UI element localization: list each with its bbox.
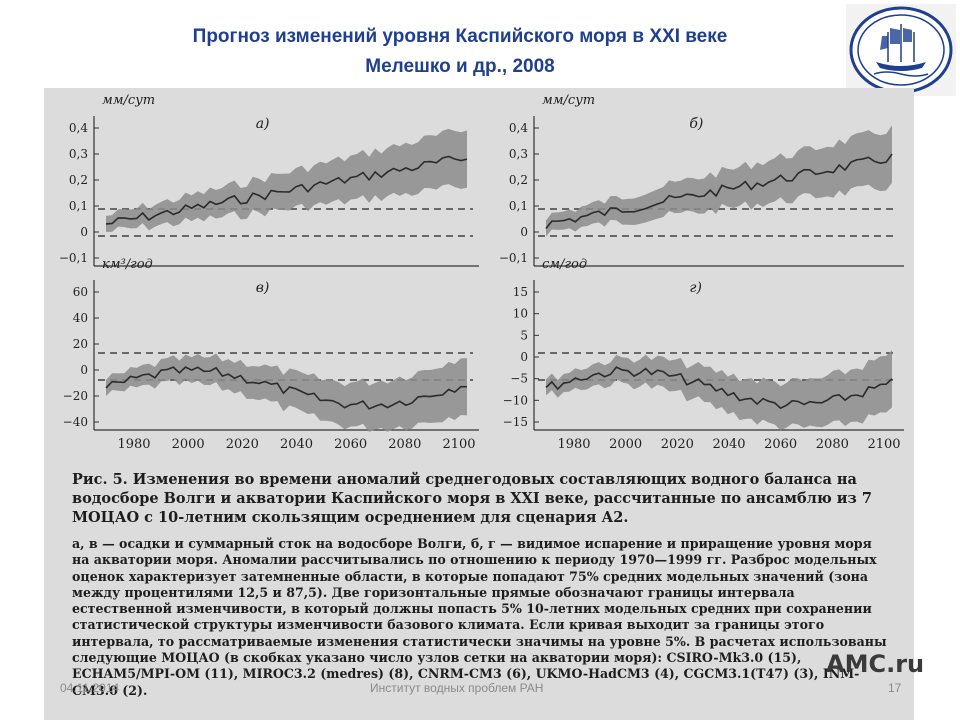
model-spread-band — [106, 353, 467, 432]
y-tick-label: −15 — [503, 415, 528, 429]
title-line-2: Мелешко и др., 2008 — [365, 56, 555, 77]
y-tick-label: 0,2 — [509, 173, 528, 187]
x-tick-label: 2100 — [867, 437, 900, 452]
title-line-1: Прогноз изменений уровня Каспийского мор… — [192, 26, 728, 47]
y-tick-label: 0,3 — [69, 147, 88, 161]
slide-title: Прогноз изменений уровня Каспийского мор… — [90, 22, 830, 82]
x-tick-label: 2060 — [334, 437, 367, 452]
panel-letter: в) — [256, 280, 270, 296]
panel-unit-label: см/год — [542, 257, 587, 272]
y-tick-label: −20 — [63, 389, 88, 403]
panel-letter: б) — [689, 116, 703, 132]
y-tick-label: 0 — [520, 350, 528, 364]
x-tick-label: 2040 — [712, 437, 745, 452]
x-tick-label: 2020 — [226, 437, 259, 452]
figure-plots: мм/сут а) 0,4 0,3 0,2 0,1 0 −0,1 мм/сут б) 0,4 0,3 0… — [59, 93, 904, 452]
y-tick-label: −40 — [63, 415, 88, 429]
y-tick-label: 5 — [520, 328, 528, 342]
y-tick-label: 0,3 — [509, 147, 528, 161]
x-tick-label: 2020 — [661, 437, 694, 452]
panel-unit-label: км³/год — [102, 257, 153, 272]
x-tick-label: 2080 — [388, 437, 421, 452]
y-tick-label: 10 — [513, 307, 528, 321]
x-tick-label: 1980 — [117, 437, 150, 452]
panel-unit-label: мм/сут — [542, 93, 595, 108]
y-tick-label: 60 — [73, 285, 88, 299]
panel-letter: а) — [256, 116, 270, 132]
model-spread-band — [106, 128, 467, 232]
ensemble-mean-curve — [545, 153, 893, 230]
y-tick-label: 0,1 — [509, 199, 528, 213]
x-tick-label: 2000 — [172, 437, 205, 452]
y-tick-label: 15 — [513, 285, 528, 299]
y-tick-label: 40 — [73, 311, 88, 325]
y-tick-label: 0,2 — [69, 173, 88, 187]
watermark-logo: AMC.ru — [826, 650, 925, 678]
model-spread-band — [546, 125, 892, 237]
figure-caption: Рис. 5. Изменения во времени аномалий ср… — [72, 470, 892, 699]
caption-note: а, в — осадки и суммарный сток на водосб… — [72, 536, 887, 698]
y-tick-label: 0 — [80, 363, 88, 377]
x-tick-label: 2100 — [442, 437, 475, 452]
y-tick-label: 0,4 — [509, 121, 528, 135]
y-tick-label: 0 — [80, 225, 88, 239]
ensemble-mean-curve — [105, 155, 468, 225]
scanned-figure: мм/сут а) 0,4 0,3 0,2 0,1 0 −0,1 мм/сут б) 0,4 0,3 0… — [44, 88, 914, 720]
y-tick-label: −0,1 — [59, 251, 88, 265]
panel-letter: г) — [689, 280, 702, 296]
page-number: 17 — [888, 681, 902, 695]
x-tick-label: 2060 — [764, 437, 797, 452]
x-tick-label: 1980 — [557, 437, 590, 452]
y-tick-label: 0,4 — [69, 121, 88, 135]
y-tick-label: −0,1 — [499, 251, 528, 265]
panel-unit-label: мм/сут — [102, 93, 155, 108]
x-tick-label: 2080 — [816, 437, 849, 452]
ensemble-mean-curve — [545, 366, 893, 410]
footer-center: Институт водных проблем РАН — [370, 681, 544, 695]
institute-logo-icon — [846, 4, 956, 96]
ensemble-mean-curve — [105, 366, 468, 410]
y-tick-label: −5 — [510, 372, 528, 386]
y-tick-label: −10 — [503, 393, 528, 407]
y-tick-label: 20 — [73, 337, 88, 351]
y-tick-label: 0 — [520, 225, 528, 239]
x-tick-label: 2000 — [609, 437, 642, 452]
x-tick-label: 2040 — [280, 437, 313, 452]
y-tick-label: 0,1 — [69, 199, 88, 213]
caption-main: Рис. 5. Изменения во времени аномалий ср… — [72, 471, 872, 526]
footer-date: 04.11.2014 — [60, 681, 120, 695]
